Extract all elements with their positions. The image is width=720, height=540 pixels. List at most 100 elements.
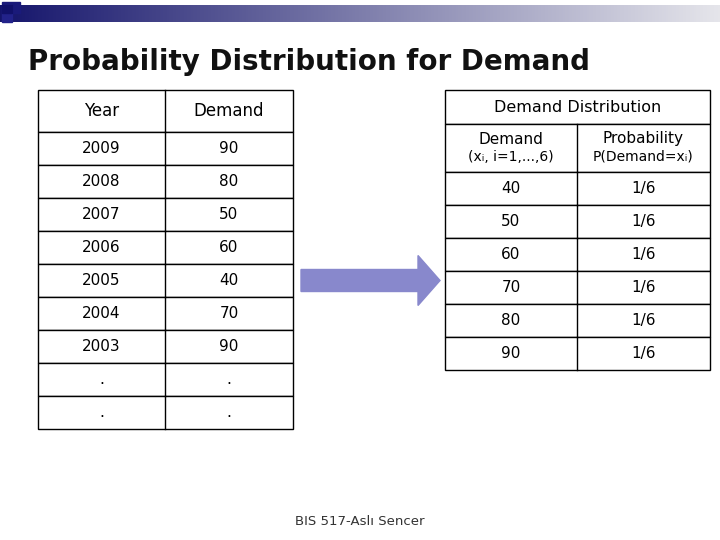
Bar [480,5,482,22]
Bar [207,5,210,22]
Bar [492,5,494,22]
Bar [210,5,212,22]
Text: .: . [227,405,231,420]
Bar [714,5,716,22]
Bar [193,5,195,22]
Bar [565,5,567,22]
Bar [481,5,483,22]
Bar [277,5,279,22]
Bar [283,5,285,22]
Bar [629,5,631,22]
Bar [652,5,653,22]
Text: Demand: Demand [194,102,264,120]
Bar [639,5,640,22]
Bar [126,5,127,22]
Bar [517,5,519,22]
Bar [328,5,329,22]
Bar [320,5,322,22]
Bar [400,5,401,22]
Bar [11,5,12,22]
Bar [259,5,261,22]
Bar [228,5,230,22]
Bar [315,5,318,22]
Bar [552,5,554,22]
Bar [16,5,17,22]
Bar [113,5,114,22]
Bar [38,90,293,132]
Bar [654,5,656,22]
Bar [347,5,348,22]
Bar [130,5,131,22]
Bar [361,5,363,22]
Bar [513,5,516,22]
Bar [546,5,548,22]
Bar [697,5,699,22]
Bar [500,5,502,22]
Bar [301,5,303,22]
Bar [239,5,240,22]
Text: 2007: 2007 [82,207,121,222]
Bar [621,5,624,22]
Bar [115,5,117,22]
Bar [19,5,21,22]
Bar [599,5,600,22]
Bar [534,5,536,22]
Bar [153,5,156,22]
Bar [423,5,426,22]
Bar [354,5,356,22]
Bar [143,5,145,22]
Bar [693,5,694,22]
Bar [479,5,480,22]
Bar [315,5,316,22]
Bar [516,5,518,22]
Bar [515,5,516,22]
Bar [369,5,370,22]
Bar [575,5,577,22]
Bar [475,5,477,22]
Bar [333,5,334,22]
Bar [412,5,413,22]
Bar [109,5,111,22]
Bar [390,5,392,22]
Bar [544,5,545,22]
Bar [27,5,28,22]
Bar [535,5,537,22]
Bar [161,5,163,22]
Bar [241,5,243,22]
Text: 1/6: 1/6 [631,346,656,361]
Text: Probability Distribution for Demand: Probability Distribution for Demand [28,48,590,76]
Text: .: . [99,405,104,420]
Text: 80: 80 [501,313,521,328]
Bar [562,5,563,22]
Bar [18,5,19,22]
Bar [365,5,366,22]
Bar [246,5,248,22]
Text: 40: 40 [501,181,521,196]
Bar [414,5,415,22]
Bar [204,5,206,22]
Bar [547,5,549,22]
Text: .: . [227,372,231,387]
Bar [581,5,582,22]
Bar [2,5,12,22]
Bar [641,5,642,22]
Bar [405,5,408,22]
Bar [197,5,199,22]
Bar [243,5,246,22]
Bar [580,5,581,22]
Bar [650,5,652,22]
Bar [503,5,505,22]
Bar [180,5,181,22]
Bar [324,5,325,22]
Bar [163,5,165,22]
Bar [189,5,192,22]
Bar [121,5,123,22]
Bar [445,337,710,370]
Bar [293,5,294,22]
Bar [35,5,37,22]
Text: 90: 90 [220,141,239,156]
Bar [439,5,441,22]
Bar [443,5,444,22]
Bar [225,5,228,22]
Bar [160,5,161,22]
